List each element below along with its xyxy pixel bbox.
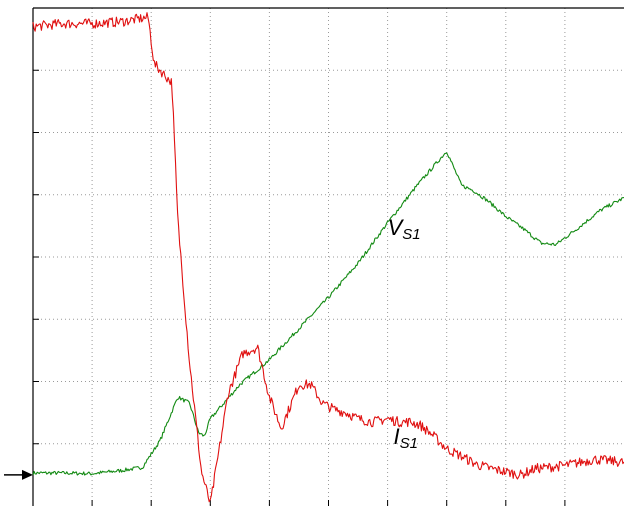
plot-frame [32, 7, 624, 506]
ground-marker [4, 469, 33, 480]
traces [32, 12, 624, 503]
trace-labels: VS1 IS1 [388, 215, 421, 452]
grid [33, 8, 624, 506]
trace-label-i: IS1 [394, 424, 418, 452]
trace-vs1 [32, 152, 624, 476]
ground-marker-arrowhead [22, 469, 33, 480]
trace-label-v: VS1 [388, 215, 421, 243]
trace-is1 [32, 12, 624, 503]
